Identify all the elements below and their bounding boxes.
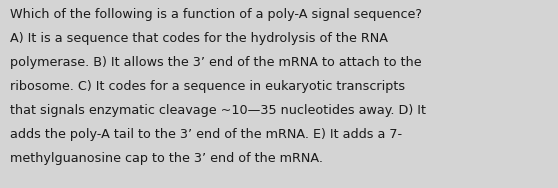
Text: A) It is a sequence that codes for the hydrolysis of the RNA: A) It is a sequence that codes for the h… — [10, 32, 388, 45]
Text: polymerase. B) It allows the 3’ end of the mRNA to attach to the: polymerase. B) It allows the 3’ end of t… — [10, 56, 422, 69]
Text: ribosome. C) It codes for a sequence in eukaryotic transcripts: ribosome. C) It codes for a sequence in … — [10, 80, 405, 93]
Text: adds the poly-A tail to the 3’ end of the mRNA. E) It adds a 7-: adds the poly-A tail to the 3’ end of th… — [10, 128, 402, 141]
Text: methylguanosine cap to the 3’ end of the mRNA.: methylguanosine cap to the 3’ end of the… — [10, 152, 323, 165]
Text: Which of the following is a function of a poly-A signal sequence?: Which of the following is a function of … — [10, 8, 422, 21]
Text: that signals enzymatic cleavage ~10—35 nucleotides away. D) It: that signals enzymatic cleavage ~10—35 n… — [10, 104, 426, 117]
